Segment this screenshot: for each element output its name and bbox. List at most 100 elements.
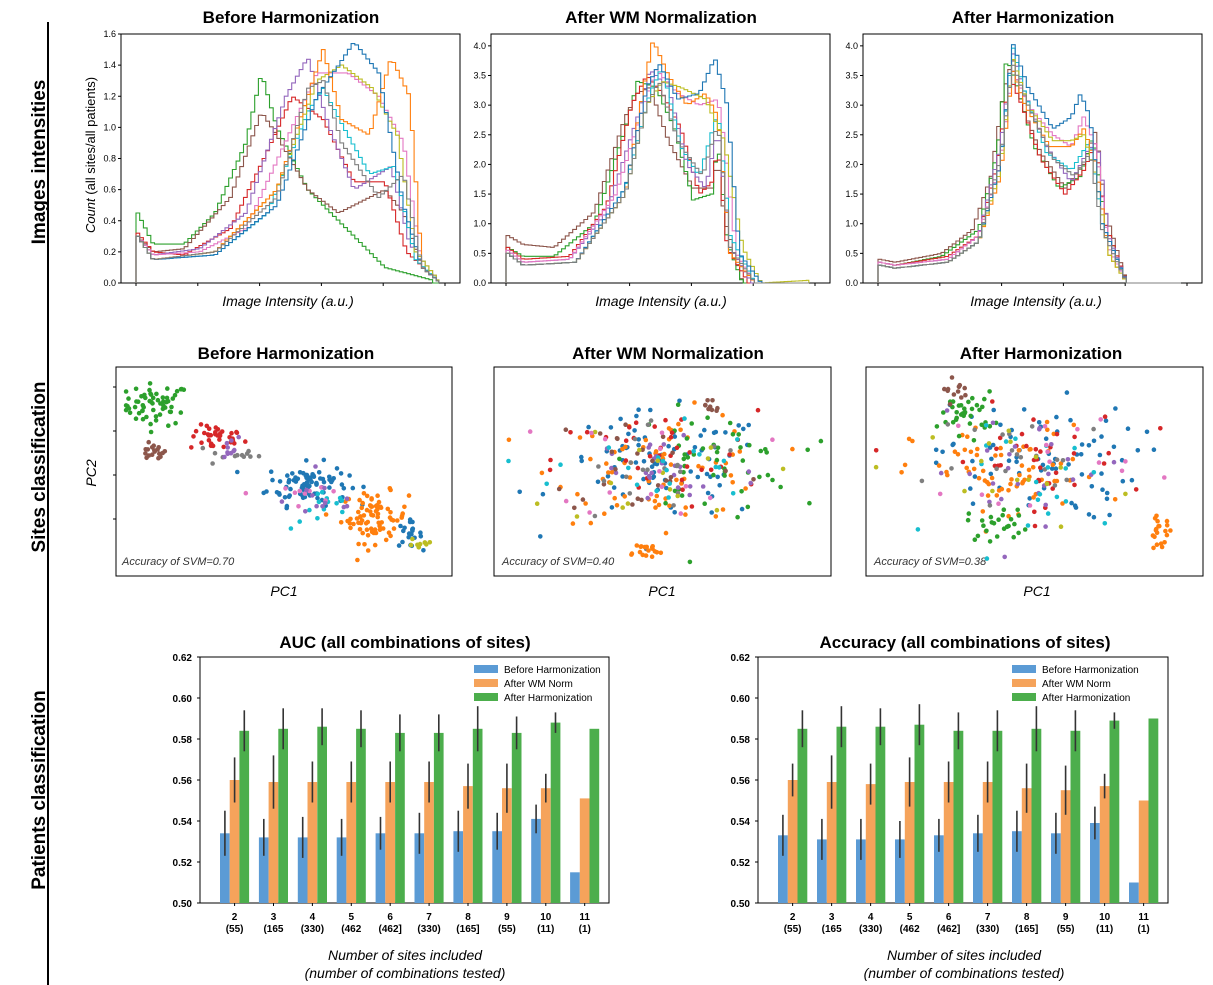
scatter-point <box>962 406 967 412</box>
scatter-point <box>938 470 944 476</box>
scatter-point <box>723 430 728 435</box>
scatter-point <box>1119 468 1125 474</box>
scatter-point <box>144 414 149 420</box>
x-tick-label: 11 <box>1138 912 1149 923</box>
scatter-point <box>967 421 973 426</box>
scatter-point <box>1060 501 1065 506</box>
scatter-point <box>635 496 641 502</box>
y-tick-label: 0.52 <box>731 858 751 869</box>
histogram-series <box>505 77 809 284</box>
scatter-point <box>602 436 608 442</box>
scatter-point <box>617 456 622 462</box>
bar <box>531 818 541 903</box>
scatter-point <box>649 464 655 470</box>
scatter-point <box>279 499 285 504</box>
scatter-point <box>645 467 650 473</box>
scatter-point <box>1164 518 1170 524</box>
scatter-point <box>919 478 925 484</box>
scatter-point <box>407 519 413 525</box>
bar <box>1021 788 1032 903</box>
scatter-point <box>945 388 950 394</box>
scatter-point <box>358 520 364 526</box>
scatter-point <box>646 548 651 553</box>
legend-swatch-before <box>1012 665 1036 673</box>
scatter-point <box>350 485 356 491</box>
x-tick-sublabel: (165] <box>456 924 479 935</box>
scatter-point <box>1072 434 1077 440</box>
histogram-series <box>877 70 1181 284</box>
scatter-point <box>618 416 623 422</box>
scatter-point <box>1053 470 1059 476</box>
scatter-point <box>746 422 751 428</box>
y-tick-label: 0.58 <box>173 735 193 746</box>
scatter-point <box>951 392 957 397</box>
scatter-point <box>1027 503 1033 508</box>
scatter-point <box>595 479 601 485</box>
scatter-point <box>933 447 939 453</box>
scatter-point <box>1002 554 1007 560</box>
scatter-point <box>728 473 734 478</box>
scatter-point <box>1073 505 1079 510</box>
scatter-point <box>1099 434 1104 439</box>
scatter-point <box>770 437 775 443</box>
scatter-point <box>285 473 290 478</box>
scatter-point <box>626 465 631 471</box>
scatter-point <box>1015 507 1020 513</box>
x-tick-label: 4 <box>868 912 874 923</box>
histogram-series <box>877 53 1181 284</box>
scatter-point <box>700 446 706 451</box>
scatter-point <box>229 438 234 443</box>
scatter-point <box>154 391 159 397</box>
x-tick-sublabel: (462] <box>937 924 960 935</box>
bar <box>395 732 405 903</box>
scatter-point <box>713 514 719 519</box>
scatter-point <box>1014 477 1020 483</box>
bar <box>258 837 269 903</box>
scatter-point <box>601 482 607 487</box>
y-tick-label: 4.0 <box>845 41 858 51</box>
y-tick-label: 1.0 <box>103 122 116 132</box>
scatter-point <box>1038 449 1043 454</box>
scatter-point <box>652 498 658 504</box>
scatter-point <box>679 481 684 486</box>
bar-chart-panel <box>197 656 610 906</box>
scatter-point <box>172 392 178 398</box>
legend-swatch-before <box>474 665 498 673</box>
scatter-point <box>315 491 321 497</box>
scatter-point <box>669 430 675 436</box>
scatter-point <box>169 404 174 410</box>
scatter-point <box>592 513 598 519</box>
scatter-point <box>344 496 350 502</box>
bar <box>433 732 444 903</box>
scatter-point <box>1091 470 1097 475</box>
scatter-point <box>683 512 688 517</box>
x-axis-label: PC1 <box>270 583 297 599</box>
x-tick-label: 3 <box>271 912 277 923</box>
scatter-point <box>235 469 240 475</box>
scatter-point <box>999 496 1004 502</box>
scatter-point <box>696 463 701 469</box>
scatter-point <box>147 381 153 386</box>
x-axis-label: Image Intensity (a.u.) <box>222 293 354 309</box>
scatter-point <box>720 412 725 418</box>
scatter-point <box>730 480 735 485</box>
y-tick-label: 0.4 <box>103 216 116 226</box>
scatter-point <box>1021 407 1027 412</box>
scatter-point <box>715 445 721 451</box>
scatter-point <box>818 438 824 444</box>
scatter-panel <box>493 366 832 577</box>
scatter-point <box>954 410 959 415</box>
scatter-point <box>770 477 775 483</box>
x-tick-sublabel: (55) <box>226 924 244 935</box>
scatter-point <box>672 434 678 439</box>
scatter-point <box>692 445 698 450</box>
scatter-point <box>614 436 620 441</box>
scatter-point <box>627 475 633 480</box>
scatter-point <box>1036 420 1042 425</box>
y-tick-label: 0.54 <box>731 817 751 828</box>
scatter-point <box>134 399 139 404</box>
scatter-point <box>1014 459 1019 465</box>
scatter-point <box>974 402 980 408</box>
scatter-point <box>228 450 234 456</box>
scatter-point <box>987 539 993 544</box>
